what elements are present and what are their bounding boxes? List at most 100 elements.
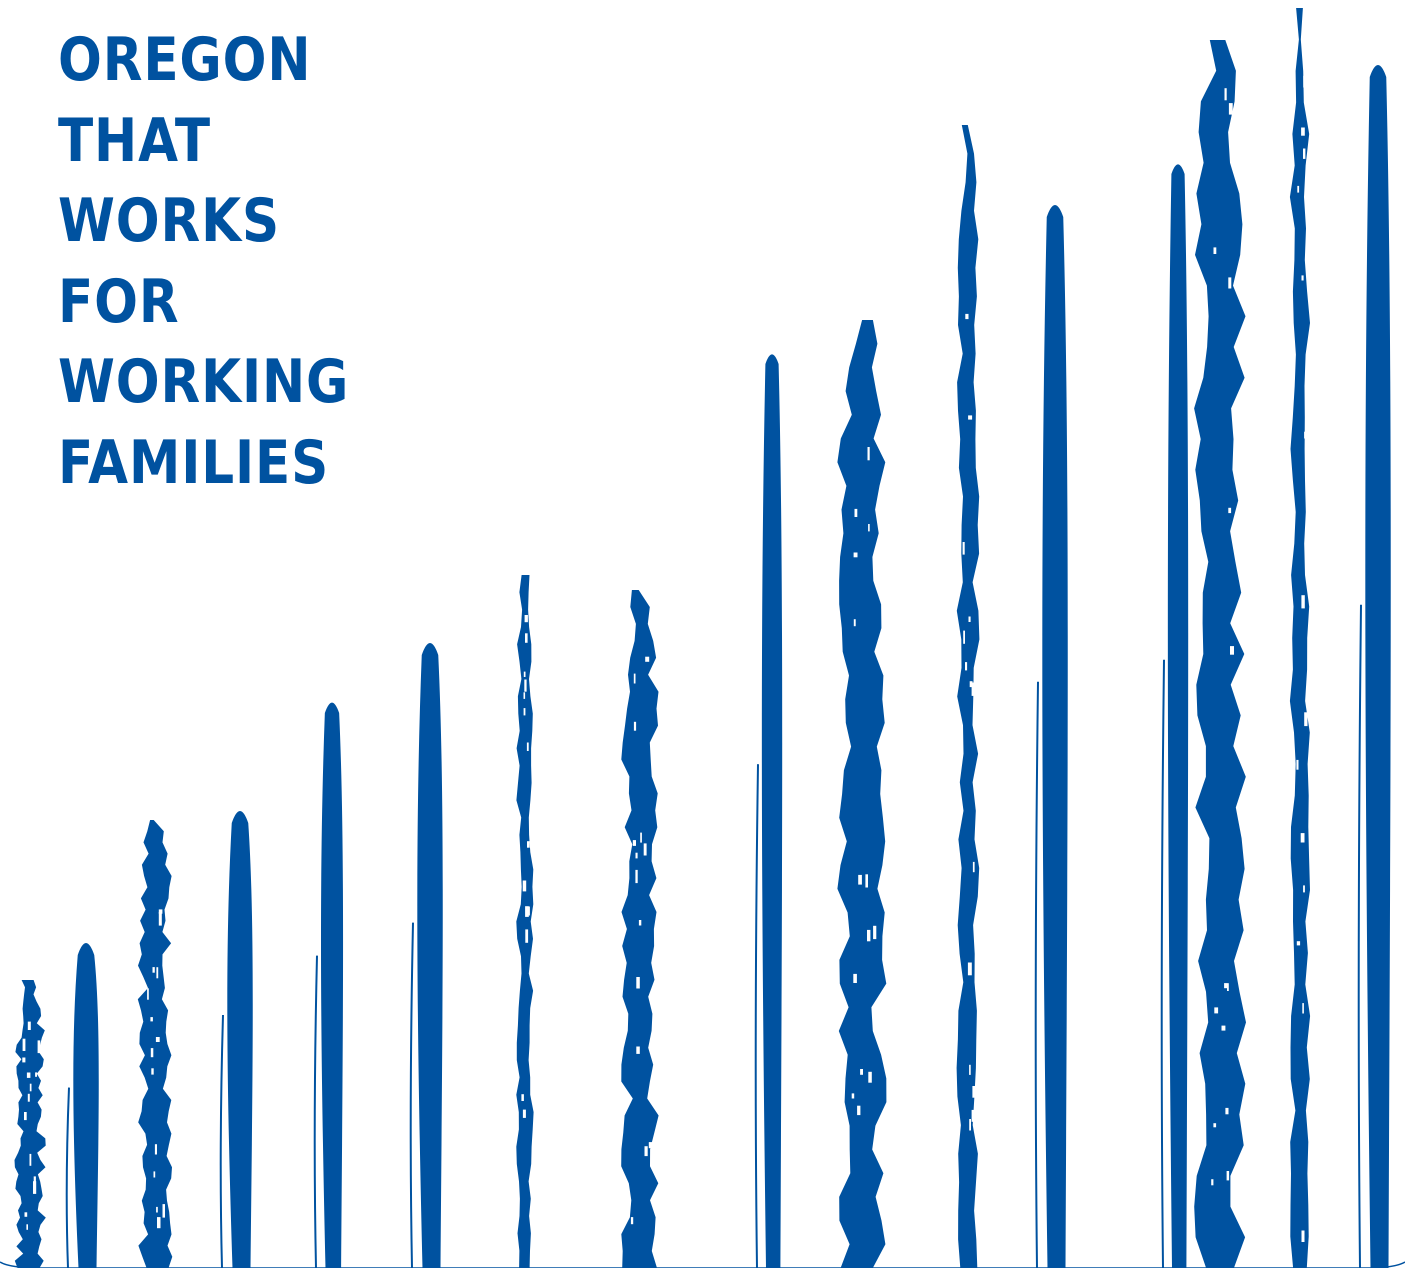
brush-texture-speck xyxy=(1296,941,1301,946)
brush-stroke xyxy=(516,575,534,1268)
brush-texture-speck xyxy=(156,967,159,979)
brush-stroke-body xyxy=(1365,65,1391,1268)
brush-texture-speck xyxy=(1301,275,1304,281)
brush-texture-speck xyxy=(153,1171,156,1178)
brush-texture-speck xyxy=(522,880,527,892)
brush-texture-speck xyxy=(635,869,638,884)
brush-texture-speck xyxy=(969,1119,971,1131)
brush-stroke xyxy=(956,125,980,1268)
brush-stroke-body xyxy=(73,943,99,1268)
brush-stroke xyxy=(754,354,783,1268)
brush-stroke-streak xyxy=(1160,659,1165,1268)
brush-texture-speck xyxy=(1301,1230,1305,1242)
brush-texture-speck xyxy=(1303,885,1305,893)
brush-texture-speck xyxy=(1227,983,1229,991)
brush-stroke-body xyxy=(417,643,443,1268)
brush-texture-speck xyxy=(971,1109,975,1122)
brush-texture-speck xyxy=(972,1086,976,1098)
brush-texture-speck xyxy=(971,682,975,696)
brush-texture-speck xyxy=(873,925,877,940)
headline-line-1: OREGON xyxy=(58,25,312,95)
brush-texture-speck xyxy=(162,1204,165,1218)
brush-stroke-streak xyxy=(754,764,759,1268)
brush-stroke xyxy=(137,820,173,1268)
brush-stroke-body xyxy=(320,702,344,1268)
brush-texture-speck xyxy=(156,1206,158,1213)
brush-texture-speck xyxy=(860,1069,863,1075)
brush-stroke-body xyxy=(956,125,980,1268)
brush-texture-speck xyxy=(24,1112,27,1121)
brush-texture-speck xyxy=(968,616,971,622)
brush-texture-speck xyxy=(853,973,857,983)
brush-texture-speck xyxy=(27,1021,31,1030)
brush-texture-speck xyxy=(867,929,871,942)
brush-stroke-body xyxy=(761,354,783,1268)
brush-texture-speck xyxy=(1301,127,1305,136)
brush-texture-speck xyxy=(523,671,526,677)
headline-line-2: THAT xyxy=(58,105,211,176)
brush-texture-speck xyxy=(644,1146,648,1157)
brush-texture-speck xyxy=(1214,1007,1219,1014)
brush-stroke xyxy=(313,702,344,1268)
brush-texture-speck xyxy=(1297,185,1300,193)
brush-texture-speck xyxy=(1224,983,1228,989)
brush-texture-speck xyxy=(26,1072,31,1078)
brush-texture-speck xyxy=(972,861,975,873)
brush-texture-speck xyxy=(521,1094,524,1101)
headline-line-4: FOR xyxy=(58,266,180,337)
brush-stroke-body xyxy=(1194,40,1246,1268)
brush-texture-speck xyxy=(24,1212,28,1217)
brush-texture-speck xyxy=(523,708,526,716)
brush-stroke-body xyxy=(227,811,253,1268)
brush-texture-speck xyxy=(1228,103,1233,115)
brush-texture-speck xyxy=(525,906,529,917)
brush-texture-speck xyxy=(1304,712,1308,727)
brush-texture-speck xyxy=(22,1057,26,1063)
brush-stroke-body xyxy=(137,820,173,1268)
brush-texture-speck xyxy=(22,1038,26,1051)
brush-texture-speck xyxy=(636,977,640,989)
brush-texture-speck xyxy=(29,1153,32,1166)
brush-texture-speck xyxy=(1228,507,1232,514)
brush-texture-speck xyxy=(1303,148,1306,159)
brush-texture-speck xyxy=(526,742,529,751)
headline-line-3: WORKS xyxy=(58,186,280,256)
brush-texture-speck xyxy=(1303,75,1306,88)
brush-texture-speck xyxy=(965,662,968,671)
brush-stroke xyxy=(1034,205,1068,1268)
brush-texture-speck xyxy=(867,447,870,461)
brush-stroke xyxy=(621,590,659,1268)
brush-texture-speck xyxy=(147,988,149,1000)
brush-texture-speck xyxy=(152,967,155,973)
brush-texture-speck xyxy=(1300,833,1305,843)
brush-texture-speck xyxy=(1221,1025,1226,1031)
brush-stroke-streak xyxy=(1034,681,1039,1268)
brush-stroke xyxy=(1357,65,1391,1268)
brush-texture-speck xyxy=(643,843,647,856)
brush-texture-speck xyxy=(158,912,162,926)
brush-texture-speck xyxy=(1304,431,1307,439)
brush-texture-speck xyxy=(851,1093,855,1099)
brush-texture-speck xyxy=(967,962,972,976)
brush-stroke xyxy=(14,980,46,1268)
brush-texture-speck xyxy=(630,1217,634,1225)
brush-stroke-body xyxy=(516,575,534,1268)
brush-texture-speck xyxy=(525,633,528,643)
brush-texture-speck xyxy=(969,681,973,688)
brush-stroke-streak xyxy=(65,1087,70,1268)
brush-texture-speck xyxy=(865,874,868,888)
brush-texture-speck xyxy=(157,1217,161,1229)
brush-texture-speck xyxy=(1225,1107,1229,1115)
brush-texture-speck xyxy=(632,840,636,846)
brush-stroke-body xyxy=(1289,8,1311,1268)
brush-texture-speck xyxy=(27,1093,30,1102)
brush-stroke-streak xyxy=(409,922,414,1268)
brush-texture-speck xyxy=(635,852,638,859)
brush-texture-speck xyxy=(648,1142,653,1149)
headline-line-5: WORKING xyxy=(58,347,350,417)
brush-texture-speck xyxy=(33,1181,37,1194)
brush-texture-speck xyxy=(1213,247,1217,254)
brush-stroke xyxy=(65,943,99,1268)
